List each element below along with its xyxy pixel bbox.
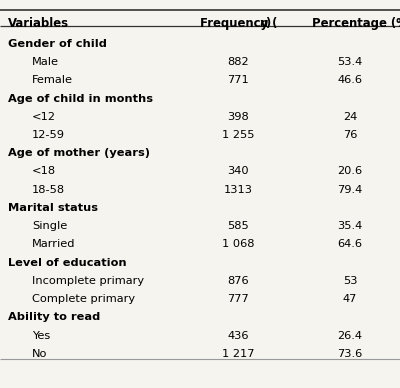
Text: 12-59: 12-59 [32, 130, 65, 140]
Text: 585: 585 [227, 221, 249, 231]
Text: 777: 777 [227, 294, 249, 304]
Text: Yes: Yes [32, 331, 50, 341]
Text: Male: Male [32, 57, 59, 67]
Text: Level of education: Level of education [8, 258, 127, 268]
Text: 73.6: 73.6 [337, 349, 363, 359]
Text: 882: 882 [227, 57, 249, 67]
Text: 76: 76 [343, 130, 357, 140]
Text: 340: 340 [227, 166, 249, 177]
Text: Gender of child: Gender of child [8, 39, 107, 49]
Text: Female: Female [32, 75, 73, 85]
Text: 1 068: 1 068 [222, 239, 254, 249]
Text: 436: 436 [227, 331, 249, 341]
Text: 79.4: 79.4 [337, 185, 363, 195]
Text: Age of child in months: Age of child in months [8, 94, 153, 104]
Text: Variables: Variables [8, 17, 69, 31]
Text: 1 255: 1 255 [222, 130, 254, 140]
Text: Ability to read: Ability to read [8, 312, 100, 322]
Text: 24: 24 [343, 112, 357, 122]
Text: n: n [259, 17, 268, 31]
Text: Incomplete primary: Incomplete primary [32, 276, 144, 286]
Text: 20.6: 20.6 [338, 166, 362, 177]
Text: Married: Married [32, 239, 76, 249]
Text: 64.6: 64.6 [338, 239, 362, 249]
Text: 1313: 1313 [224, 185, 252, 195]
Text: <18: <18 [32, 166, 56, 177]
Text: No: No [32, 349, 48, 359]
Text: 53.4: 53.4 [337, 57, 363, 67]
Text: 46.6: 46.6 [338, 75, 362, 85]
Text: 53: 53 [343, 276, 357, 286]
Text: Complete primary: Complete primary [32, 294, 135, 304]
Text: 771: 771 [227, 75, 249, 85]
Text: 47: 47 [343, 294, 357, 304]
Text: ): ) [265, 17, 270, 31]
Text: Single: Single [32, 221, 67, 231]
Text: 18-58: 18-58 [32, 185, 65, 195]
Text: Marital status: Marital status [8, 203, 98, 213]
Text: 398: 398 [227, 112, 249, 122]
Text: Frequency (: Frequency ( [200, 17, 277, 31]
Text: Age of mother (years): Age of mother (years) [8, 148, 150, 158]
Text: Percentage (%): Percentage (%) [312, 17, 400, 31]
Text: <12: <12 [32, 112, 56, 122]
Text: 26.4: 26.4 [338, 331, 362, 341]
Text: 35.4: 35.4 [337, 221, 363, 231]
Text: 876: 876 [227, 276, 249, 286]
Text: 1 217: 1 217 [222, 349, 254, 359]
